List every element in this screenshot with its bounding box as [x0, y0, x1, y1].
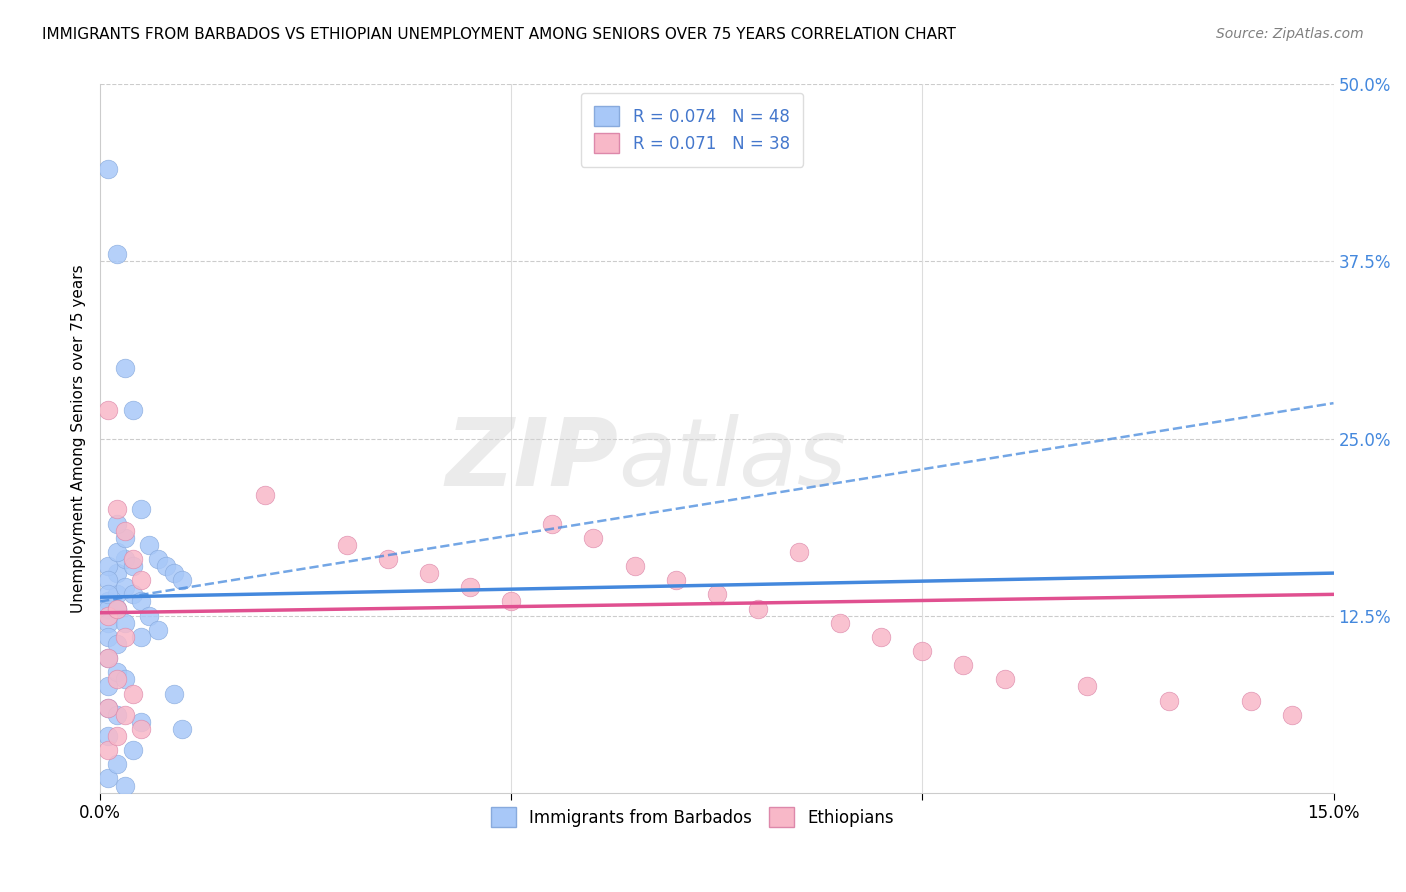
Point [122, 587, 145, 601]
Point [129, 630, 152, 644]
Point [336, 538, 359, 552]
Point [501, 594, 523, 608]
Point [97, 559, 120, 574]
Point [911, 644, 934, 658]
Point [97, 651, 120, 665]
Point [105, 502, 128, 516]
Point [122, 552, 145, 566]
Point [105, 587, 128, 601]
Point [97, 700, 120, 714]
Point [253, 488, 276, 502]
Point [114, 615, 136, 630]
Point [830, 615, 852, 630]
Point [129, 722, 152, 736]
Point [97, 630, 120, 644]
Point [146, 623, 169, 637]
Text: atlas: atlas [619, 414, 846, 505]
Point [114, 531, 136, 545]
Point [97, 608, 120, 623]
Legend: Immigrants from Barbados, Ethiopians: Immigrants from Barbados, Ethiopians [484, 800, 900, 834]
Point [97, 680, 120, 694]
Point [105, 707, 128, 722]
Point [114, 580, 136, 594]
Point [541, 516, 564, 531]
Point [129, 502, 152, 516]
Point [952, 658, 974, 673]
Text: ZIP: ZIP [446, 414, 619, 506]
Point [105, 665, 128, 680]
Point [105, 729, 128, 743]
Point [97, 743, 120, 757]
Point [105, 566, 128, 580]
Point [870, 630, 893, 644]
Text: Source: ZipAtlas.com: Source: ZipAtlas.com [1216, 27, 1364, 41]
Point [97, 162, 120, 177]
Point [418, 566, 440, 580]
Point [582, 531, 605, 545]
Point [97, 729, 120, 743]
Point [114, 524, 136, 538]
Point [97, 615, 120, 630]
Point [97, 772, 120, 786]
Point [122, 686, 145, 700]
Point [105, 673, 128, 687]
Text: IMMIGRANTS FROM BARBADOS VS ETHIOPIAN UNEMPLOYMENT AMONG SENIORS OVER 75 YEARS C: IMMIGRANTS FROM BARBADOS VS ETHIOPIAN UN… [42, 27, 956, 42]
Point [97, 700, 120, 714]
Point [122, 743, 145, 757]
Point [114, 707, 136, 722]
Point [122, 403, 145, 417]
Point [129, 573, 152, 587]
Point [129, 714, 152, 729]
Point [994, 673, 1017, 687]
Point [105, 757, 128, 772]
Point [138, 538, 160, 552]
Point [172, 722, 194, 736]
Point [114, 779, 136, 793]
Point [377, 552, 399, 566]
Point [122, 559, 145, 574]
Point [747, 601, 769, 615]
Point [155, 559, 177, 574]
Point [105, 516, 128, 531]
Point [1281, 707, 1303, 722]
Point [105, 637, 128, 651]
Point [114, 630, 136, 644]
Point [163, 566, 186, 580]
Point [1157, 693, 1180, 707]
Point [97, 594, 120, 608]
Point [105, 601, 128, 615]
Point [129, 594, 152, 608]
Point [623, 559, 645, 574]
Point [172, 573, 194, 587]
Point [97, 403, 120, 417]
Point [787, 545, 810, 559]
Point [114, 673, 136, 687]
Y-axis label: Unemployment Among Seniors over 75 years: Unemployment Among Seniors over 75 years [72, 264, 86, 613]
Point [97, 651, 120, 665]
Point [114, 360, 136, 375]
Point [138, 608, 160, 623]
Point [163, 686, 186, 700]
Point [114, 552, 136, 566]
Point [105, 545, 128, 559]
Point [97, 601, 120, 615]
Point [146, 552, 169, 566]
Point [105, 601, 128, 615]
Point [97, 587, 120, 601]
Point [1240, 693, 1263, 707]
Point [105, 247, 128, 261]
Point [458, 580, 481, 594]
Point [706, 587, 728, 601]
Point [105, 601, 128, 615]
Point [1076, 680, 1098, 694]
Point [665, 573, 688, 587]
Point [97, 573, 120, 587]
